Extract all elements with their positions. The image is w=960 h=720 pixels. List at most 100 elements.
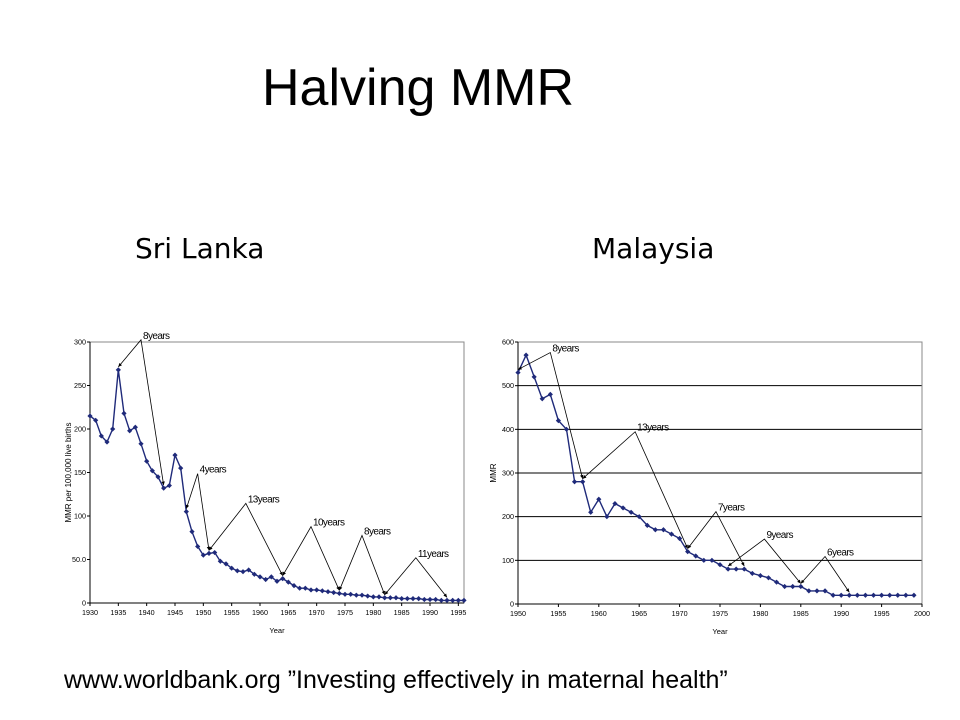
data-point bbox=[217, 558, 223, 564]
x-axis-label: Year bbox=[712, 627, 728, 636]
data-point bbox=[359, 592, 365, 598]
data-point bbox=[547, 391, 553, 397]
data-point bbox=[773, 579, 780, 585]
annotation-bracket bbox=[517, 351, 584, 479]
annotation-arrowhead bbox=[800, 579, 805, 584]
annotation-arrowhead bbox=[206, 546, 211, 551]
data-point bbox=[911, 592, 917, 598]
annotation-bracket bbox=[185, 473, 210, 551]
annotation-arrowhead bbox=[381, 590, 386, 595]
annotation-label: 4years bbox=[200, 465, 227, 476]
data-point bbox=[693, 553, 699, 559]
annotation-arrowhead bbox=[336, 586, 340, 591]
data-point bbox=[450, 597, 456, 603]
data-point bbox=[455, 597, 461, 603]
x-tick-label: 1985 bbox=[793, 609, 809, 618]
x-tick-label: 1975 bbox=[337, 608, 353, 617]
data-point bbox=[189, 529, 195, 535]
data-point bbox=[571, 479, 578, 485]
x-tick-label: 2000 bbox=[914, 609, 930, 618]
annotation-arrowhead bbox=[339, 586, 343, 591]
x-tick-label: 1955 bbox=[550, 609, 566, 618]
y-tick-label: 0 bbox=[82, 599, 86, 608]
data-point bbox=[115, 367, 121, 373]
data-point bbox=[668, 531, 675, 537]
data-point bbox=[251, 571, 257, 577]
data-point bbox=[376, 594, 382, 600]
annotation-arrowhead bbox=[741, 562, 745, 567]
series-line bbox=[517, 353, 914, 596]
data-point bbox=[709, 557, 715, 563]
annotation-arrowhead bbox=[279, 571, 283, 576]
data-point bbox=[314, 587, 320, 593]
data-point bbox=[870, 592, 877, 598]
data-point bbox=[887, 592, 893, 598]
y-tick-label: 500 bbox=[502, 381, 514, 390]
x-tick-label: 1950 bbox=[510, 609, 526, 618]
data-point bbox=[846, 592, 852, 598]
annotation-bracket bbox=[282, 525, 340, 591]
data-point bbox=[166, 482, 172, 489]
data-point bbox=[342, 591, 348, 597]
annotation-bracket bbox=[800, 555, 850, 593]
x-tick-label: 1940 bbox=[139, 608, 155, 617]
data-point bbox=[798, 583, 804, 590]
data-point bbox=[765, 575, 772, 581]
annotation-bracket bbox=[338, 534, 386, 595]
data-point bbox=[438, 597, 444, 603]
data-point bbox=[444, 597, 450, 603]
x-tick-label: 1980 bbox=[752, 609, 768, 618]
data-point bbox=[830, 592, 836, 598]
annotation-arrowhead bbox=[728, 562, 733, 567]
annotation-arrowhead bbox=[185, 504, 190, 509]
annotation-label: 13years bbox=[637, 423, 669, 434]
data-point bbox=[854, 592, 860, 598]
y-tick-label: 400 bbox=[502, 425, 514, 434]
data-point bbox=[365, 593, 371, 599]
annotation-arrowhead bbox=[282, 571, 286, 576]
annotation-label: 7years bbox=[718, 503, 745, 514]
y-tick-label: 600 bbox=[502, 338, 514, 347]
data-point bbox=[749, 570, 755, 577]
annotation-label: 10years bbox=[313, 518, 345, 529]
data-point bbox=[427, 596, 433, 603]
data-point bbox=[822, 588, 828, 594]
data-point bbox=[234, 568, 240, 574]
data-point bbox=[741, 566, 747, 572]
annotation-arrowhead bbox=[687, 544, 692, 549]
data-point bbox=[806, 588, 812, 594]
data-point bbox=[178, 465, 184, 471]
annotation-arrowhead bbox=[845, 588, 850, 593]
data-point bbox=[660, 527, 667, 533]
sri-lanka-heading: Sri Lanka bbox=[135, 232, 265, 265]
data-point bbox=[580, 479, 586, 485]
data-point bbox=[895, 592, 901, 598]
data-point bbox=[370, 594, 376, 600]
data-point bbox=[461, 597, 467, 603]
data-point bbox=[652, 527, 658, 533]
data-point bbox=[229, 565, 235, 571]
y-tick-label: 100 bbox=[502, 556, 514, 565]
data-point bbox=[717, 562, 723, 568]
x-tick-label: 1960 bbox=[591, 609, 607, 618]
y-axis-label: MMR per 100,000 live births bbox=[64, 422, 73, 522]
data-point bbox=[331, 589, 337, 596]
annotation-label: 8years bbox=[143, 331, 170, 342]
data-point bbox=[138, 441, 144, 447]
y-tick-label: 150 bbox=[74, 468, 86, 477]
annotation-label: 13years bbox=[248, 494, 280, 505]
data-point bbox=[195, 543, 201, 550]
data-point bbox=[628, 509, 634, 515]
data-point bbox=[246, 567, 252, 573]
data-point bbox=[790, 583, 796, 590]
y-axis-label: MMR bbox=[489, 463, 498, 482]
data-point bbox=[240, 569, 246, 575]
data-point bbox=[620, 505, 626, 511]
data-point bbox=[155, 474, 161, 480]
annotation-bracket bbox=[208, 502, 284, 576]
x-tick-label: 1990 bbox=[833, 609, 849, 618]
data-point bbox=[144, 458, 150, 464]
annotation-arrowhead bbox=[518, 366, 522, 370]
data-point bbox=[110, 426, 116, 432]
data-point bbox=[387, 595, 393, 601]
